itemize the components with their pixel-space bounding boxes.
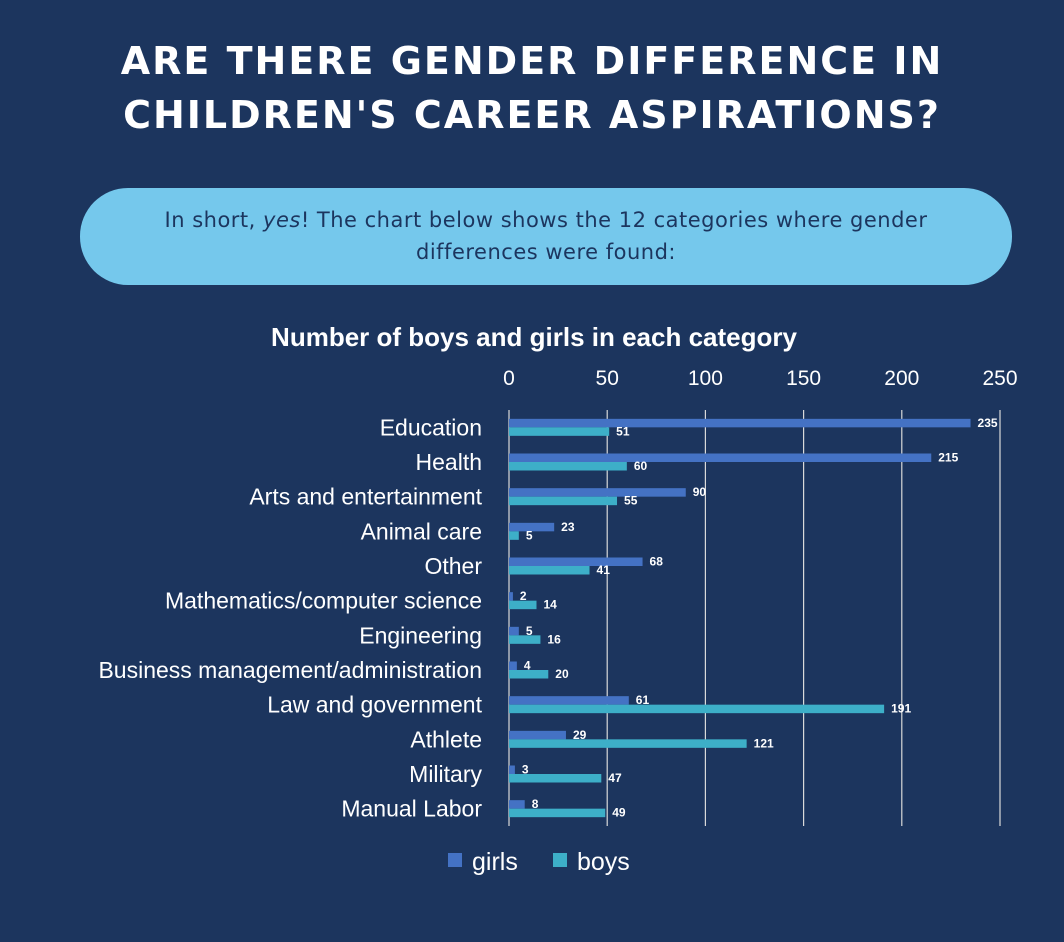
bar-boys	[509, 496, 618, 506]
legend-label-girls: girls	[472, 848, 518, 876]
category-label: Mathematics/computer science	[165, 588, 482, 614]
bar-boys	[509, 600, 537, 610]
data-label-girls: 5	[526, 624, 533, 638]
bar-boys	[509, 566, 590, 575]
callout-emphasis: yes	[263, 208, 301, 232]
data-label-boys: 16	[547, 632, 561, 646]
legend-swatch-girls	[448, 853, 462, 867]
data-label-boys: 191	[891, 702, 911, 716]
data-label-boys: 49	[612, 806, 626, 820]
bar-girls	[509, 522, 555, 532]
bar-girls	[509, 453, 932, 462]
data-label-girls: 2	[520, 589, 527, 603]
bars	[509, 418, 971, 818]
data-label-girls: 4	[524, 659, 531, 673]
category-label: Military	[409, 761, 482, 787]
data-label-boys: 51	[616, 424, 630, 438]
data-labels: 2355121560905523568412145164206119129121…	[520, 416, 998, 820]
bar-boys	[509, 670, 549, 679]
x-tick-label: 50	[596, 367, 619, 390]
x-tick-label: 0	[503, 367, 515, 390]
bar-boys	[509, 427, 610, 436]
title-line-2: CHILDREN'S CAREER ASPIRATIONS?	[123, 93, 941, 137]
data-label-boys: 60	[634, 459, 648, 473]
data-label-girls: 3	[522, 763, 529, 777]
data-label-boys: 20	[555, 667, 569, 681]
x-tick-label: 250	[982, 367, 1017, 390]
x-tick-label: 150	[786, 367, 821, 390]
bar-boys	[509, 808, 606, 818]
category-label: Arts and entertainment	[249, 484, 482, 510]
category-label: Business management/administration	[98, 657, 482, 683]
category-label: Law and government	[267, 692, 482, 718]
x-tick-label: 100	[688, 367, 723, 390]
legend-label-boys: boys	[577, 848, 630, 876]
x-axis-ticks: 0 50 100 150 200 250	[503, 367, 1017, 390]
data-label-boys: 41	[597, 563, 611, 577]
category-labels: Education Health Arts and entertainment Ani…	[98, 414, 482, 821]
bar-girls	[509, 696, 629, 705]
bar-boys	[509, 774, 602, 783]
data-label-girls: 68	[650, 555, 664, 569]
data-label-girls: 29	[573, 728, 587, 742]
legend: girls boys	[448, 848, 630, 876]
data-label-boys: 55	[624, 494, 638, 508]
title-line-1: ARE THERE GENDER DIFFERENCE IN	[120, 39, 944, 83]
category-label: Manual Labor	[341, 796, 482, 822]
category-label: Animal care	[361, 518, 482, 544]
bar-girls	[509, 626, 519, 636]
data-label-boys: 47	[608, 771, 622, 785]
category-label: Health	[416, 449, 482, 475]
category-label: Education	[380, 414, 482, 440]
data-label-boys: 121	[754, 736, 774, 750]
callout-text-start: In short,	[164, 208, 264, 232]
bar-boys	[509, 531, 519, 540]
bar-girls	[509, 592, 513, 601]
bar-girls	[509, 661, 517, 670]
bar-girls	[509, 418, 971, 428]
chart-title: Number of boys and girls in each categor…	[271, 322, 797, 352]
category-label: Athlete	[410, 726, 482, 752]
data-label-girls: 235	[978, 416, 998, 430]
callout-text-end: ! The chart below shows the 12 categorie…	[300, 208, 928, 264]
bar-girls	[509, 730, 566, 740]
bar-boys	[509, 704, 885, 714]
data-label-boys: 5	[526, 528, 533, 542]
data-label-girls: 8	[532, 797, 539, 811]
bar-girls	[509, 765, 515, 774]
bar-girls	[509, 488, 686, 497]
data-label-girls: 61	[636, 693, 650, 707]
bar-boys	[509, 635, 541, 644]
data-label-girls: 215	[938, 451, 958, 465]
bar-girls	[509, 800, 525, 809]
bar-boys	[509, 739, 747, 748]
summary-callout: In short, yes! The chart below shows the…	[80, 188, 1012, 285]
data-label-girls: 90	[693, 485, 707, 499]
bar-boys	[509, 462, 627, 471]
gridlines	[508, 410, 1001, 826]
data-label-boys: 14	[543, 598, 557, 612]
page-title: ARE THERE GENDER DIFFERENCE IN CHILDREN'…	[0, 34, 1064, 142]
data-label-girls: 23	[561, 520, 575, 534]
legend-swatch-boys	[553, 853, 567, 867]
x-tick-label: 200	[884, 367, 919, 390]
category-label: Engineering	[359, 622, 482, 648]
category-label: Other	[424, 553, 482, 579]
bar-girls	[509, 557, 643, 566]
